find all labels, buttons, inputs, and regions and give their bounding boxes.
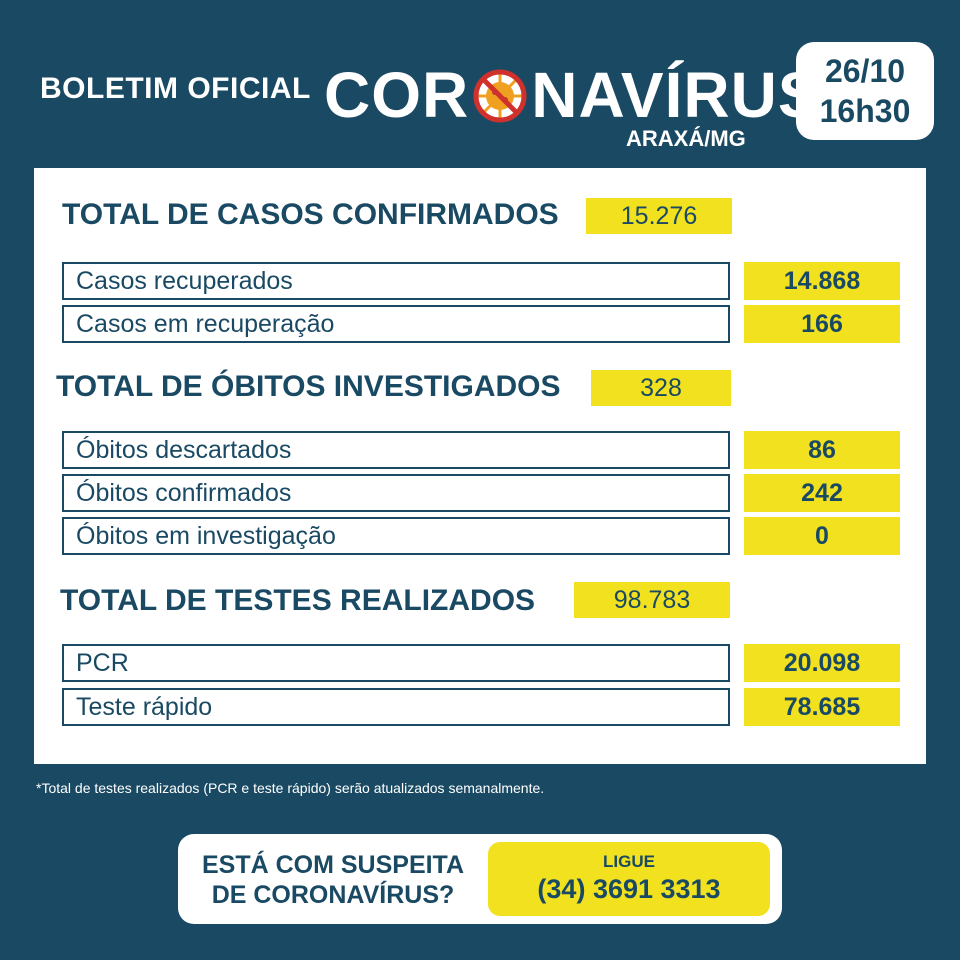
tests-section-title: TOTAL DE TESTES REALIZADOS: [60, 584, 536, 617]
row-label-recovered: Casos recuperados: [62, 262, 730, 300]
virus-prohibited-icon: [471, 66, 529, 124]
row-label-deaths-investigating: Óbitos em investigação: [62, 517, 730, 555]
row-value-recovering: 166: [744, 305, 900, 343]
bulletin-prefix: BOLETIM OFICIAL: [40, 72, 311, 105]
stats-panel: TOTAL DE CASOS CONFIRMADOS 15.276 Casos …: [34, 168, 926, 764]
row-value-rapid-test: 78.685: [744, 688, 900, 726]
row-label-deaths-discarded: Óbitos descartados: [62, 431, 730, 469]
callout-line-2: DE CORONAVÍRUS?: [211, 881, 455, 909]
row-label-rapid-test: Teste rápido: [62, 688, 730, 726]
phone-number[interactable]: (34) 3691 3313: [537, 874, 721, 904]
row-value-recovered: 14.868: [744, 262, 900, 300]
deaths-section-title: TOTAL DE ÓBITOS INVESTIGADOS: [56, 370, 561, 403]
callout-text: ESTÁ COM SUSPEITA DE CORONAVÍRUS?: [198, 850, 468, 910]
deaths-total: 328: [591, 370, 731, 406]
call-label: LIGUE: [603, 852, 655, 871]
suspicion-callout: ESTÁ COM SUSPEITA DE CORONAVÍRUS? LIGUE …: [178, 834, 782, 924]
footnote: *Total de testes realizados (PCR e teste…: [36, 780, 545, 796]
callout-line-1: ESTÁ COM SUSPEITA: [201, 851, 465, 879]
city-label: ARAXÁ/MG: [626, 126, 746, 151]
row-label-pcr: PCR: [62, 644, 730, 682]
row-value-pcr: 20.098: [744, 644, 900, 682]
title-part-1: COR: [324, 59, 470, 131]
title-part-2: NAVÍRUS: [531, 59, 822, 131]
date-badge: 26/10 16h30: [796, 42, 934, 140]
row-value-deaths-investigating: 0: [744, 517, 900, 555]
page-title: COR NAVÍRUS: [324, 58, 822, 132]
tests-total: 98.783: [574, 582, 730, 618]
time-text: 16h30: [819, 93, 911, 129]
row-value-deaths-confirmed: 242: [744, 474, 900, 512]
row-label-recovering: Casos em recuperação: [62, 305, 730, 343]
date-text: 26/10: [824, 53, 906, 89]
cases-total: 15.276: [586, 198, 732, 234]
cases-section-title: TOTAL DE CASOS CONFIRMADOS: [62, 198, 559, 231]
row-value-deaths-discarded: 86: [744, 431, 900, 469]
row-label-deaths-confirmed: Óbitos confirmados: [62, 474, 730, 512]
phone-box[interactable]: LIGUE (34) 3691 3313: [488, 842, 770, 916]
